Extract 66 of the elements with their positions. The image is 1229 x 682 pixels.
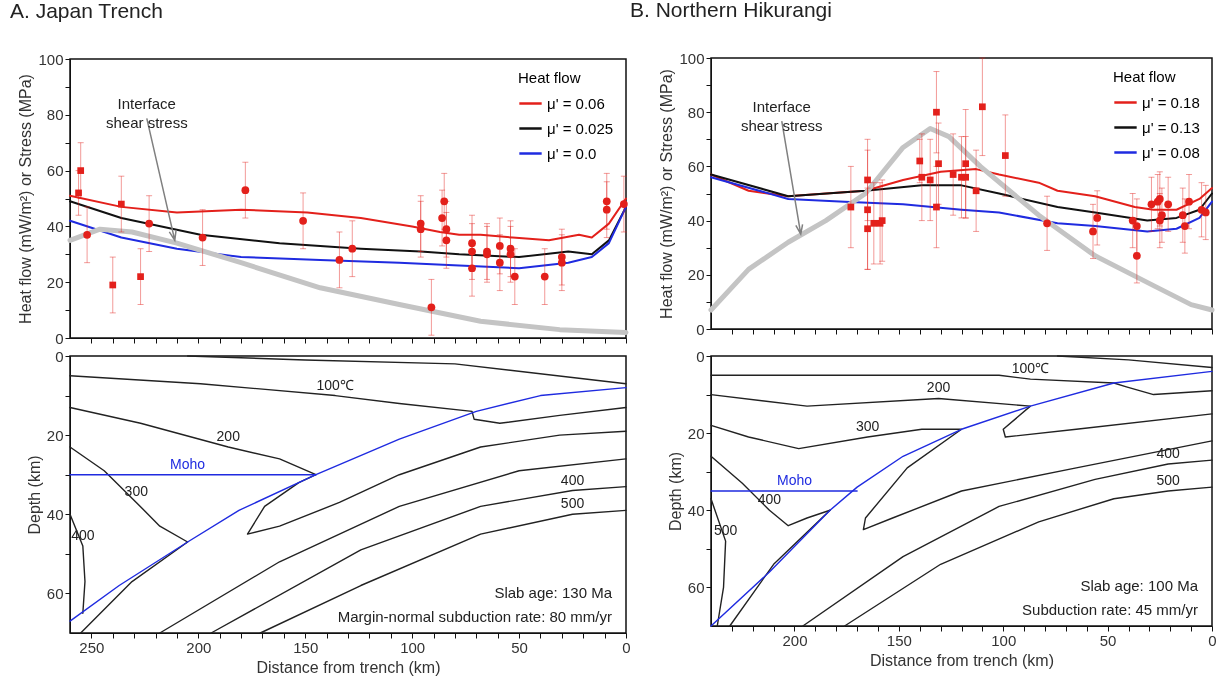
series-label: 100℃ xyxy=(1011,360,1050,377)
x-tick-label: 50 xyxy=(1099,631,1117,649)
x-tick-label: 150 xyxy=(886,631,912,649)
annotation: Slab age: 130 Ma xyxy=(494,584,613,601)
y-tick-label: 60 xyxy=(687,157,705,175)
annotation: Margin-normal subduction rate: 80 mm/yr xyxy=(337,608,612,625)
series-label: 400 xyxy=(757,491,782,508)
x-tick-label: 200 xyxy=(186,638,212,656)
chart-title: A. Japan Trench xyxy=(10,0,163,22)
series-label: 200 xyxy=(216,428,241,445)
legend-label: μ' = 0.025 xyxy=(547,119,614,137)
y-tick-label: 100 xyxy=(38,50,64,68)
chart-title: B. Northern Hikurangi xyxy=(630,0,832,21)
y-tick-label: 80 xyxy=(46,106,64,124)
y-tick-label: 60 xyxy=(687,578,705,596)
y-tick-label: 100 xyxy=(679,49,705,67)
y-tick-label: 20 xyxy=(46,426,64,444)
x-tick-label: 100 xyxy=(400,638,426,656)
x-tick-label: 50 xyxy=(511,638,528,656)
y-tick-label: 40 xyxy=(46,505,64,523)
annotation: Interface shear stress xyxy=(740,98,823,135)
y-tick-label: 0 xyxy=(696,347,705,365)
y-tick-label: 20 xyxy=(687,424,705,442)
y-axis-title: Heat flow (mW/m²) or Stress (MPa) xyxy=(17,74,35,324)
y-tick-label: 0 xyxy=(55,329,64,347)
y-axis-title: Depth (km) xyxy=(666,451,684,532)
series-label: 300 xyxy=(855,418,880,434)
series-label: 100℃ xyxy=(316,376,354,393)
x-tick-label: 150 xyxy=(293,638,319,656)
series-label: Moho xyxy=(170,455,206,472)
legend-label: μ' = 0.06 xyxy=(547,94,605,112)
y-tick-label: 60 xyxy=(46,162,64,180)
series-label: Moho xyxy=(776,472,813,488)
y-tick-label: 80 xyxy=(687,103,705,121)
legend-label: μ' = 0.0 xyxy=(547,144,597,162)
y-tick-label: 40 xyxy=(687,212,705,230)
series-label: 400 xyxy=(1156,445,1181,461)
x-tick-label: 0 xyxy=(622,638,631,656)
legend-label: μ' = 0.13 xyxy=(1142,118,1200,136)
y-axis-title: Heat flow (mW/m²) or Stress (MPa) xyxy=(658,69,676,319)
annotation: Slab age: 100 Ma xyxy=(1080,577,1199,594)
annotation: Subduction rate: 45 mm/yr xyxy=(1022,601,1198,618)
y-tick-label: 0 xyxy=(696,320,705,338)
y-axis-title: Depth (km) xyxy=(25,455,43,535)
y-tick-label: 0 xyxy=(55,347,64,365)
series-label: 500 xyxy=(1156,472,1181,488)
y-tick-label: 20 xyxy=(687,266,705,284)
y-tick-label: 60 xyxy=(46,584,64,602)
x-tick-label: 250 xyxy=(79,638,105,656)
x-tick-label: 0 xyxy=(1208,631,1217,649)
annotation: Interface shear stress xyxy=(105,95,188,132)
x-axis-title: Distance from trench (km) xyxy=(256,658,441,676)
y-tick-label: 40 xyxy=(46,217,64,235)
y-tick-label: 40 xyxy=(687,501,705,519)
series-label: 500 xyxy=(560,495,585,512)
legend-label: μ' = 0.18 xyxy=(1142,93,1200,111)
series-label: 200 xyxy=(926,379,951,396)
legend-title: Heat flow xyxy=(1113,68,1176,85)
x-axis-title: Distance from trench (km) xyxy=(869,651,1055,669)
series-label: 400 xyxy=(560,471,585,488)
x-tick-label: 200 xyxy=(782,631,808,649)
x-tick-label: 100 xyxy=(991,631,1017,649)
y-tick-label: 20 xyxy=(46,273,64,291)
legend-label: μ' = 0.08 xyxy=(1142,143,1200,161)
legend-title: Heat flow xyxy=(518,69,581,86)
series-label: 300 xyxy=(124,483,149,500)
